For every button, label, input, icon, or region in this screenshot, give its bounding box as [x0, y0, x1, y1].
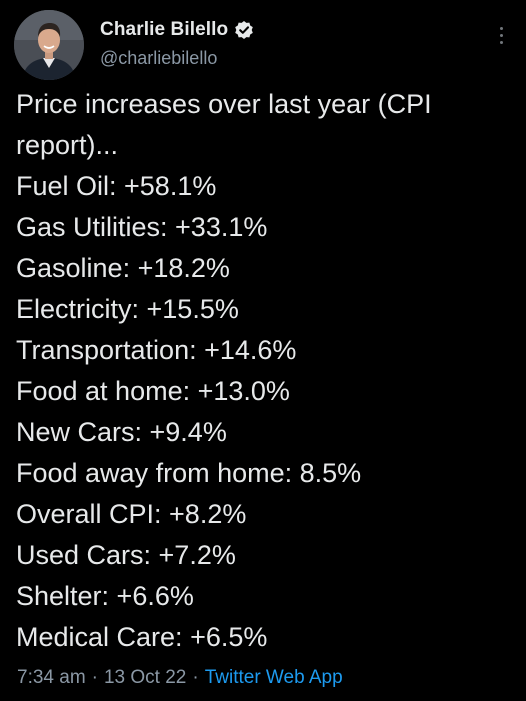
tweet-date[interactable]: 13 Oct 22	[103, 667, 187, 688]
meta-separator: ·	[91, 667, 98, 688]
tweet-line: Medical Care: +6.5%	[16, 622, 268, 652]
more-dot-icon	[499, 33, 503, 37]
avatar[interactable]	[14, 10, 84, 80]
verified-badge-icon	[234, 20, 254, 40]
more-dot-icon	[499, 40, 503, 44]
tweet-line: Food at home: +13.0%	[16, 376, 290, 406]
tweet-line: Overall CPI: +8.2%	[16, 499, 247, 529]
tweet-line: report)...	[16, 130, 119, 160]
handle[interactable]: @charliebilello	[100, 48, 218, 68]
more-options-icon[interactable]	[492, 20, 510, 50]
meta-separator: ·	[192, 667, 199, 688]
author-names: Charlie Bilello @charliebilello	[100, 18, 254, 69]
tweet-line: Fuel Oil: +58.1%	[16, 171, 217, 201]
tweet-line: Food away from home: 8.5%	[16, 458, 362, 488]
tweet-line: New Cars: +9.4%	[16, 417, 227, 447]
tweet-line: Transportation: +14.6%	[16, 335, 297, 365]
tweet-time[interactable]: 7:34 am	[17, 667, 86, 688]
tweet-line: Shelter: +6.6%	[16, 581, 194, 611]
tweet-text: Price increases over last year (CPI repo…	[16, 84, 516, 658]
tweet-header: Charlie Bilello @charliebilello	[14, 10, 512, 80]
tweet-line: Gas Utilities: +33.1%	[16, 212, 268, 242]
display-name-row: Charlie Bilello	[100, 18, 254, 42]
display-name[interactable]: Charlie Bilello	[100, 19, 229, 40]
source-app-link[interactable]: Twitter Web App	[204, 667, 343, 688]
more-dot-icon	[499, 26, 503, 30]
tweet-line: Used Cars: +7.2%	[16, 540, 236, 570]
tweet-line: Gasoline: +18.2%	[16, 253, 230, 283]
tweet-line: Electricity: +15.5%	[16, 294, 239, 324]
tweet-line: Price increases over last year (CPI	[16, 89, 432, 119]
tweet-meta: 7:34 am · 13 Oct 22 · Twitter Web App	[17, 667, 343, 689]
